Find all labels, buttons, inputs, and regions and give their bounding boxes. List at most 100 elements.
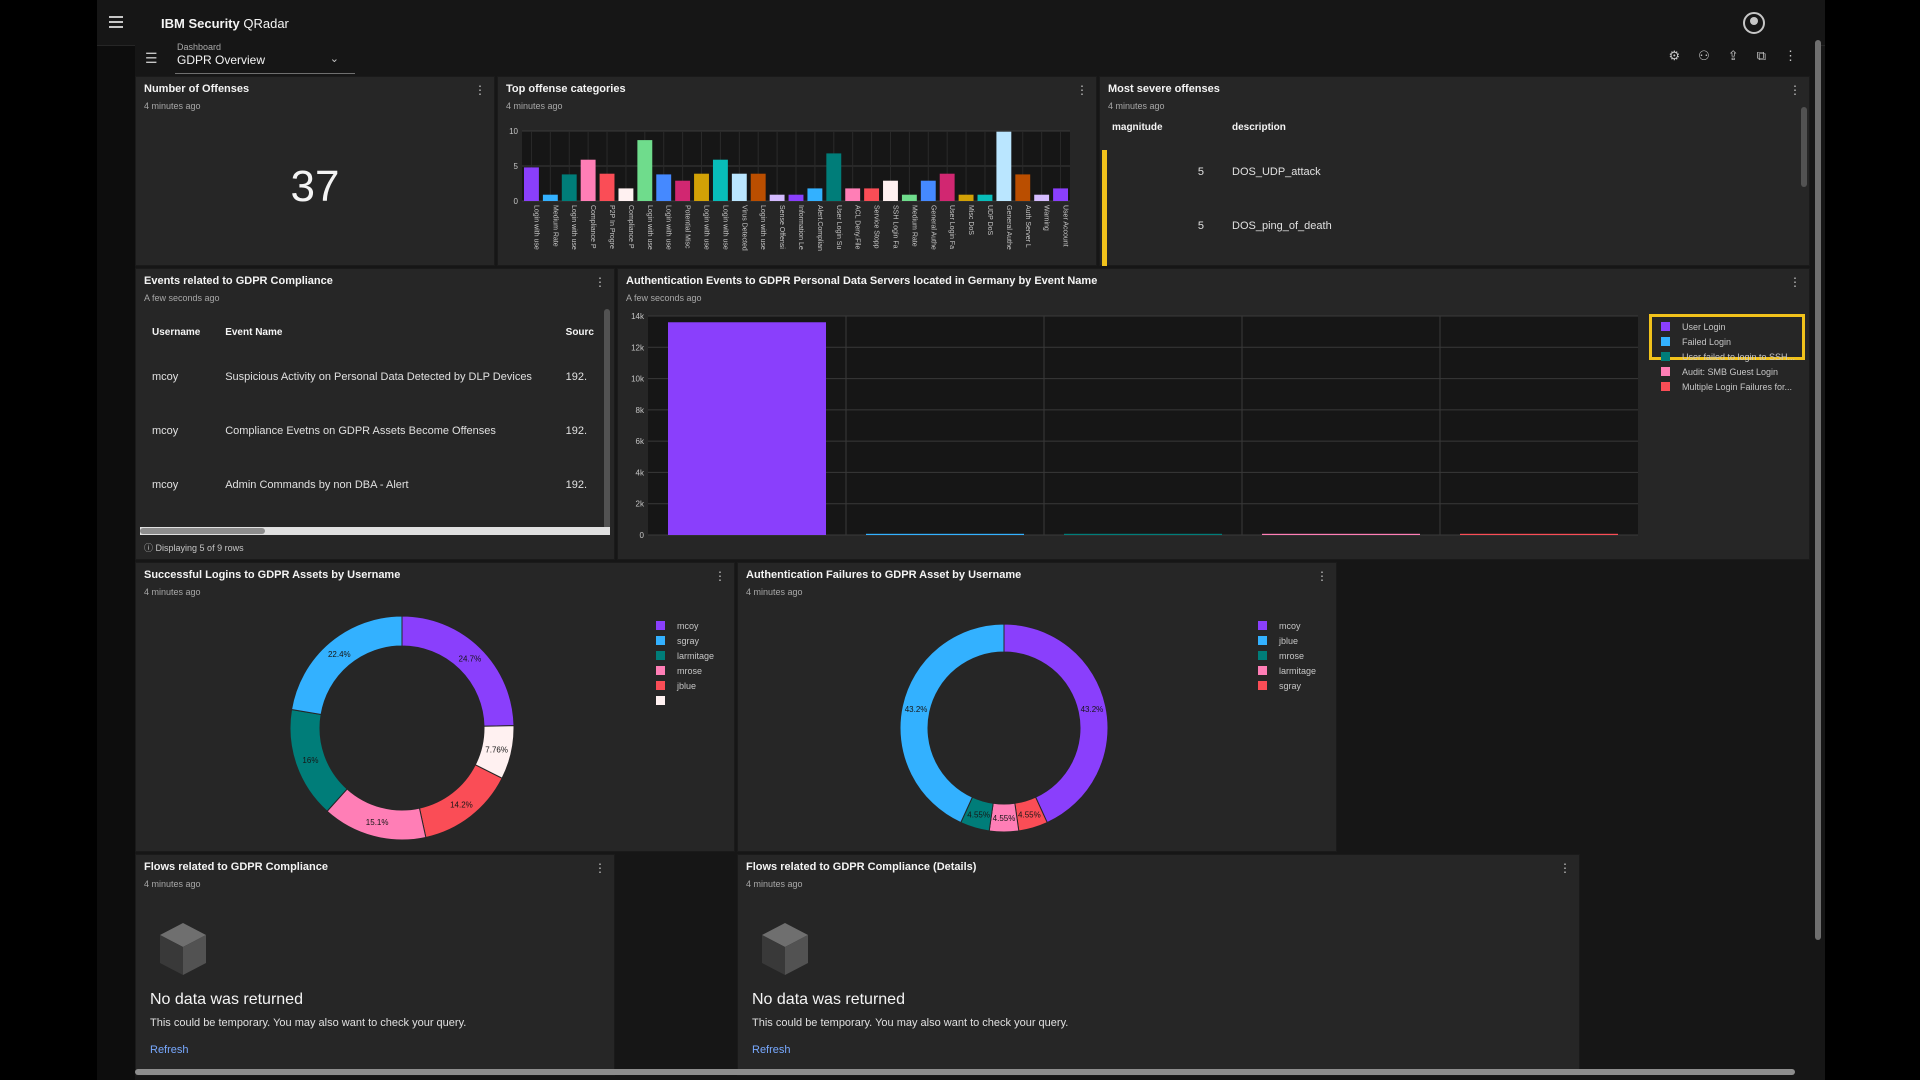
column-header[interactable]: Sourc — [565, 326, 594, 338]
dashboard-selector[interactable]: Dashboard GDPR Overview ⌄ — [175, 42, 355, 74]
card-overflow-icon[interactable]: ⋮ — [1789, 275, 1801, 289]
bar[interactable] — [1262, 533, 1420, 535]
bar[interactable] — [845, 188, 861, 201]
bar[interactable] — [807, 188, 823, 201]
vertical-scrollbar[interactable] — [1801, 107, 1807, 187]
card-overflow-icon[interactable]: ⋮ — [1559, 861, 1571, 875]
donut-slice[interactable] — [290, 615, 403, 716]
bar[interactable] — [826, 153, 842, 201]
legend-item[interactable]: sgray — [1258, 678, 1316, 693]
card-overflow-icon[interactable]: ⋮ — [594, 275, 606, 289]
legend-item[interactable]: larmitage — [656, 648, 714, 663]
legend-item[interactable]: jblue — [656, 678, 714, 693]
bar[interactable] — [939, 173, 955, 201]
legend-swatch — [656, 636, 665, 645]
bar[interactable] — [1053, 188, 1068, 201]
bar[interactable] — [1064, 533, 1222, 535]
card-overflow-icon[interactable]: ⋮ — [1316, 569, 1328, 583]
bar[interactable] — [637, 140, 653, 201]
bar[interactable] — [668, 322, 826, 535]
upload-icon[interactable]: ⇪ — [1727, 48, 1739, 63]
card-most-severe-offenses: Most severe offenses 4 minutes ago ⋮ mag… — [1099, 76, 1810, 266]
username-cell: mcoy — [152, 371, 179, 383]
table-row[interactable]: 5 DOS_UDP_attack — [1104, 145, 1340, 199]
bar[interactable] — [675, 180, 691, 201]
card-overflow-icon[interactable]: ⋮ — [1789, 83, 1801, 97]
bar[interactable] — [1034, 194, 1050, 201]
user-avatar-icon[interactable] — [1743, 12, 1765, 34]
table-row[interactable]: 5 DOS_ping_of_death — [1104, 199, 1340, 253]
slice-label: 4.55% — [967, 810, 990, 819]
card-overflow-icon[interactable]: ⋮ — [1076, 83, 1088, 97]
bar[interactable] — [920, 180, 936, 201]
card-overflow-icon[interactable]: ⋮ — [594, 861, 606, 875]
bar[interactable] — [731, 173, 747, 201]
bar[interactable] — [542, 194, 558, 201]
bar[interactable] — [996, 131, 1012, 201]
settings-adjust-icon[interactable]: ☰ — [145, 50, 158, 66]
column-header[interactable]: Username — [152, 326, 201, 338]
horizontal-scrollbar-thumb[interactable] — [140, 528, 265, 534]
bar[interactable] — [656, 174, 672, 201]
legend-item[interactable]: mrose — [1258, 648, 1316, 663]
legend-item[interactable]: mrose — [656, 663, 714, 678]
legend-item[interactable]: Audit: SMB Guest Login — [1661, 364, 1795, 379]
legend-item[interactable]: User Login — [1661, 319, 1795, 334]
vertical-scrollbar[interactable] — [604, 309, 610, 529]
legend-swatch — [1258, 681, 1267, 690]
bar[interactable] — [788, 194, 804, 201]
donut-slice[interactable] — [1003, 623, 1109, 824]
bar[interactable] — [883, 180, 898, 201]
legend-item[interactable]: mcoy — [1258, 618, 1316, 633]
bar[interactable] — [524, 167, 539, 201]
column-header[interactable]: description — [1232, 121, 1286, 133]
bar[interactable] — [977, 194, 993, 201]
column-header[interactable]: Event Name — [225, 326, 283, 338]
bar[interactable] — [866, 533, 1024, 535]
settings-icon[interactable]: ⚙ — [1668, 48, 1681, 63]
share-users-icon[interactable]: ⚇ — [1698, 48, 1710, 63]
column-header[interactable]: magnitude — [1112, 121, 1163, 133]
overflow-menu-icon[interactable]: ⋮ — [1784, 48, 1797, 63]
launch-icon[interactable]: ⧉ — [1756, 48, 1766, 63]
x-tick-label: Potential Misc — [684, 205, 691, 249]
legend-item[interactable]: jblue — [1258, 633, 1316, 648]
legend-label: User Login — [1682, 321, 1726, 332]
bar[interactable] — [694, 173, 709, 201]
legend-item[interactable]: Failed Login — [1661, 334, 1795, 349]
legend-item[interactable]: mcoy — [656, 618, 714, 633]
donut-slice[interactable] — [401, 615, 515, 727]
legend-item[interactable]: sgray — [656, 633, 714, 648]
card-overflow-icon[interactable]: ⋮ — [714, 569, 726, 583]
bar[interactable] — [561, 174, 577, 201]
bar[interactable] — [769, 194, 785, 201]
page-horizontal-scrollbar[interactable] — [135, 1069, 1795, 1075]
source-cell: 192. — [565, 425, 588, 437]
donut-slice[interactable] — [899, 623, 1005, 824]
legend-item[interactable]: Multiple Login Failures for... — [1661, 379, 1795, 394]
bar[interactable] — [958, 194, 974, 201]
legend-item[interactable]: larmitage — [1258, 663, 1316, 678]
bar[interactable] — [1015, 174, 1031, 201]
menu-icon[interactable] — [109, 16, 123, 28]
bar[interactable] — [750, 173, 766, 201]
bar[interactable] — [712, 159, 728, 201]
page-vertical-scrollbar[interactable] — [1815, 40, 1821, 940]
donut-slice[interactable] — [289, 708, 348, 812]
donut-slice[interactable] — [326, 788, 427, 841]
table-row[interactable]: mcoy Admin Commands by non DBA - Alert 192… — [144, 458, 602, 512]
table-row[interactable]: mcoy Suspicious Activity on Personal Data… — [144, 350, 602, 404]
horizontal-scrollbar-track[interactable] — [140, 527, 610, 535]
legend-item[interactable] — [656, 693, 714, 708]
refresh-link[interactable]: Refresh — [752, 1044, 791, 1056]
refresh-link[interactable]: Refresh — [150, 1044, 189, 1056]
bar[interactable] — [580, 159, 596, 201]
bar[interactable] — [1460, 533, 1618, 535]
bar[interactable] — [618, 188, 634, 201]
table-row[interactable]: mcoy Compliance Evetns on GDPR Assets Bec… — [144, 404, 602, 458]
card-overflow-icon[interactable]: ⋮ — [474, 83, 486, 97]
bar[interactable] — [901, 194, 917, 201]
legend-item[interactable]: User failed to login to SSH... — [1661, 349, 1795, 364]
bar[interactable] — [599, 173, 615, 201]
bar[interactable] — [864, 188, 880, 201]
